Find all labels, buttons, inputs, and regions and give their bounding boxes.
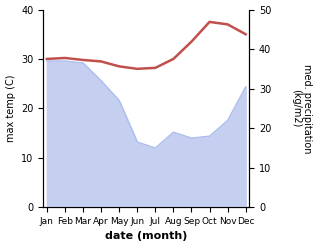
Y-axis label: max temp (C): max temp (C) — [5, 75, 16, 142]
X-axis label: date (month): date (month) — [105, 231, 187, 242]
Y-axis label: med. precipitation
(kg/m2): med. precipitation (kg/m2) — [291, 64, 313, 153]
